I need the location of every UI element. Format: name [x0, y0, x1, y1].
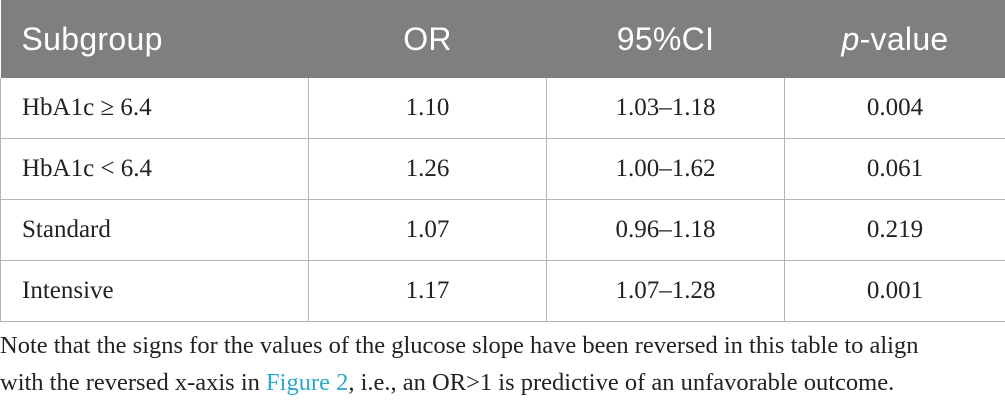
- header-ci: 95%CI: [616, 20, 715, 57]
- cell-p-value: 0.004: [784, 78, 1005, 138]
- cell-or: 1.10: [308, 78, 547, 138]
- header-subgroup: Subgroup: [21, 20, 163, 57]
- cell-subgroup: Intensive: [0, 260, 309, 321]
- table-row: Standard 1.07 0.96–1.18 0.219: [0, 199, 1005, 260]
- footnote-line2-end: , i.e., an OR>1 is predictive of an unfa…: [348, 369, 895, 396]
- cell-or: 1.26: [308, 138, 547, 199]
- cell-ci: 0.96–1.18: [546, 199, 785, 260]
- cell-subgroup: Standard: [0, 199, 309, 260]
- header-or: OR: [403, 20, 452, 57]
- cell-p-value: 0.219: [784, 199, 1005, 260]
- cell-subgroup: HbA1c < 6.4: [0, 138, 309, 199]
- cell-subgroup: HbA1c ≥ 6.4: [0, 78, 309, 138]
- cell-ci: 1.07–1.28: [546, 260, 785, 321]
- header-p-italic: p: [841, 20, 860, 57]
- table-footnote: Note that the signs for the values of th…: [0, 327, 1005, 401]
- cell-p-value: 0.061: [784, 138, 1005, 199]
- footnote-line1: Note that the signs for the values of th…: [0, 332, 919, 359]
- subgroup-results-table: Subgroup OR 95%CI p-value HbA1c ≥ 6.4 1.…: [0, 0, 1005, 321]
- figure-2-link[interactable]: Figure 2: [266, 369, 349, 396]
- footnote-line2-start: with the reversed x-axis in: [0, 369, 267, 396]
- table-row: Intensive 1.17 1.07–1.28 0.001: [0, 260, 1005, 321]
- table-row: HbA1c < 6.4 1.26 1.00–1.62 0.061: [0, 138, 1005, 199]
- results-table-container: Subgroup OR 95%CI p-value HbA1c ≥ 6.4 1.…: [0, 0, 1005, 321]
- cell-or: 1.07: [308, 199, 547, 260]
- cell-p-value: 0.001: [784, 260, 1005, 321]
- cell-ci: 1.03–1.18: [546, 78, 785, 138]
- table-header-row: Subgroup OR 95%CI p-value: [0, 0, 1005, 78]
- header-p-value: p-value: [785, 0, 1005, 78]
- table-row: HbA1c ≥ 6.4 1.10 1.03–1.18 0.004: [0, 78, 1005, 138]
- cell-ci: 1.00–1.62: [546, 138, 785, 199]
- cell-or: 1.17: [308, 260, 547, 321]
- header-p-rest: -value: [859, 20, 949, 57]
